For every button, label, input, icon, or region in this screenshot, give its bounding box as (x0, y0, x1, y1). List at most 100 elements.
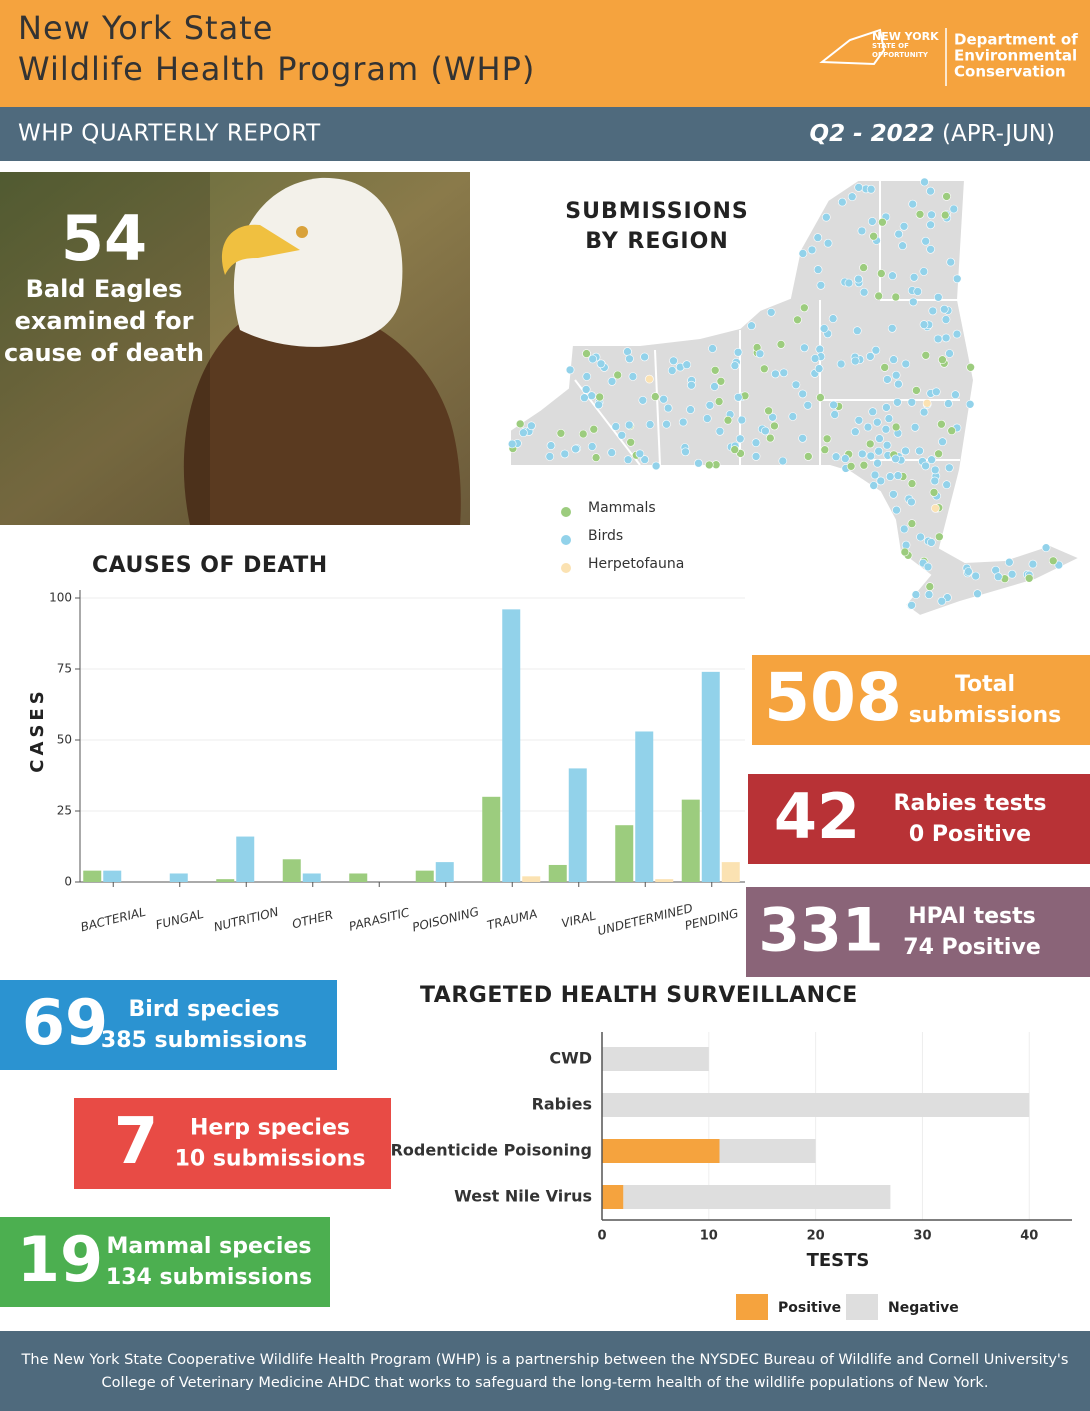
bar (522, 876, 541, 882)
stat-box (748, 774, 1090, 864)
feature-text: Bald Eagles (26, 275, 183, 303)
map-dot (912, 386, 921, 395)
map-dot (667, 366, 677, 375)
map-dot (872, 417, 882, 427)
map-dot (915, 446, 924, 456)
map-dot (778, 456, 788, 466)
map-dot (891, 292, 901, 302)
map-dot (582, 372, 592, 381)
bar-segment (719, 1139, 816, 1163)
bar (349, 873, 368, 882)
region-map (507, 177, 1083, 618)
map-dot (919, 267, 929, 276)
map-dot (815, 344, 825, 354)
map-dot (791, 380, 801, 390)
y-tick-label: 100 (49, 591, 72, 605)
report-period: Q2 - 2022 (APR-JUN) (810, 121, 1055, 147)
map-dot (971, 571, 981, 581)
map-dot (694, 458, 703, 468)
map-dot (870, 470, 880, 480)
map-dot (519, 428, 528, 438)
logo-text: OPPORTUNITY (872, 51, 929, 59)
stat-number: 7 (114, 1105, 159, 1179)
map-dot (613, 370, 623, 380)
stat-text: submissions (909, 703, 1062, 728)
map-dot (930, 465, 940, 475)
map-dot (881, 424, 891, 434)
map-dot (884, 414, 894, 423)
map-dot (888, 271, 897, 281)
x-tick-label: TRAUMA (486, 907, 539, 933)
map-dot (587, 442, 597, 451)
map-dot (640, 352, 649, 362)
map-dot (889, 489, 898, 499)
map-dot (527, 421, 536, 431)
legend-swatch (561, 535, 571, 545)
map-dot (966, 362, 975, 372)
map-dot (828, 314, 838, 323)
map-dot (894, 379, 903, 389)
map-dot (580, 393, 589, 403)
map-dot (927, 210, 936, 220)
map-dot (1004, 557, 1014, 567)
map-dot (846, 461, 856, 471)
map-dot (710, 365, 720, 375)
map-dot (662, 419, 671, 429)
map-dot (678, 417, 688, 427)
banner-band (0, 107, 1090, 161)
map-dot (923, 562, 933, 572)
footer-text: The New York State Cooperative Wildlife … (21, 1352, 1069, 1368)
map-dot (863, 422, 873, 432)
map-dot (926, 186, 935, 196)
map-dot (889, 355, 898, 364)
map-dot (733, 347, 743, 357)
map-dot (779, 368, 789, 378)
bar (103, 870, 122, 882)
map-dot (921, 236, 931, 246)
map-dot (867, 217, 877, 226)
map-dot (591, 453, 601, 462)
map-dot (766, 307, 776, 317)
map-dot (771, 369, 780, 379)
map-dot (924, 590, 934, 599)
x-tick-label: 20 (807, 1229, 825, 1244)
map-dot (638, 395, 648, 405)
legend-swatch (561, 507, 571, 517)
map-dot (874, 291, 884, 301)
stat-number: 508 (764, 659, 902, 736)
bar (415, 870, 434, 882)
map-dot (607, 377, 617, 386)
map-dot (899, 222, 909, 231)
map-dot (900, 547, 910, 557)
map-dot (844, 278, 854, 288)
map-dot (850, 427, 860, 437)
map-dot (761, 426, 770, 436)
map-dot (850, 356, 860, 366)
eagle-head (233, 177, 403, 347)
map-dot (823, 238, 833, 248)
y-tick-label: 50 (57, 733, 72, 747)
map-dot (840, 454, 850, 463)
map-dot (973, 589, 982, 599)
eagle-eye (296, 226, 308, 238)
map-dot (755, 349, 765, 359)
bar (236, 836, 255, 882)
footer-text: College of Veterinary Medicine AHDC that… (102, 1375, 989, 1391)
map-dot (803, 452, 813, 461)
map-dot (578, 429, 588, 439)
map-dot (907, 519, 917, 528)
map-dot (507, 439, 517, 449)
map-dot (515, 419, 525, 429)
map-dot (892, 505, 901, 515)
legend-label: Birds (588, 528, 623, 544)
map-dot (623, 347, 632, 356)
map-dot (891, 422, 901, 432)
map-dot (650, 392, 660, 401)
bar (568, 768, 587, 882)
map-dot (926, 245, 935, 254)
map-dot (822, 434, 832, 444)
map-dot (723, 415, 733, 425)
map-dot (847, 192, 857, 201)
bar-segment (602, 1047, 709, 1071)
map-dot (891, 454, 900, 464)
